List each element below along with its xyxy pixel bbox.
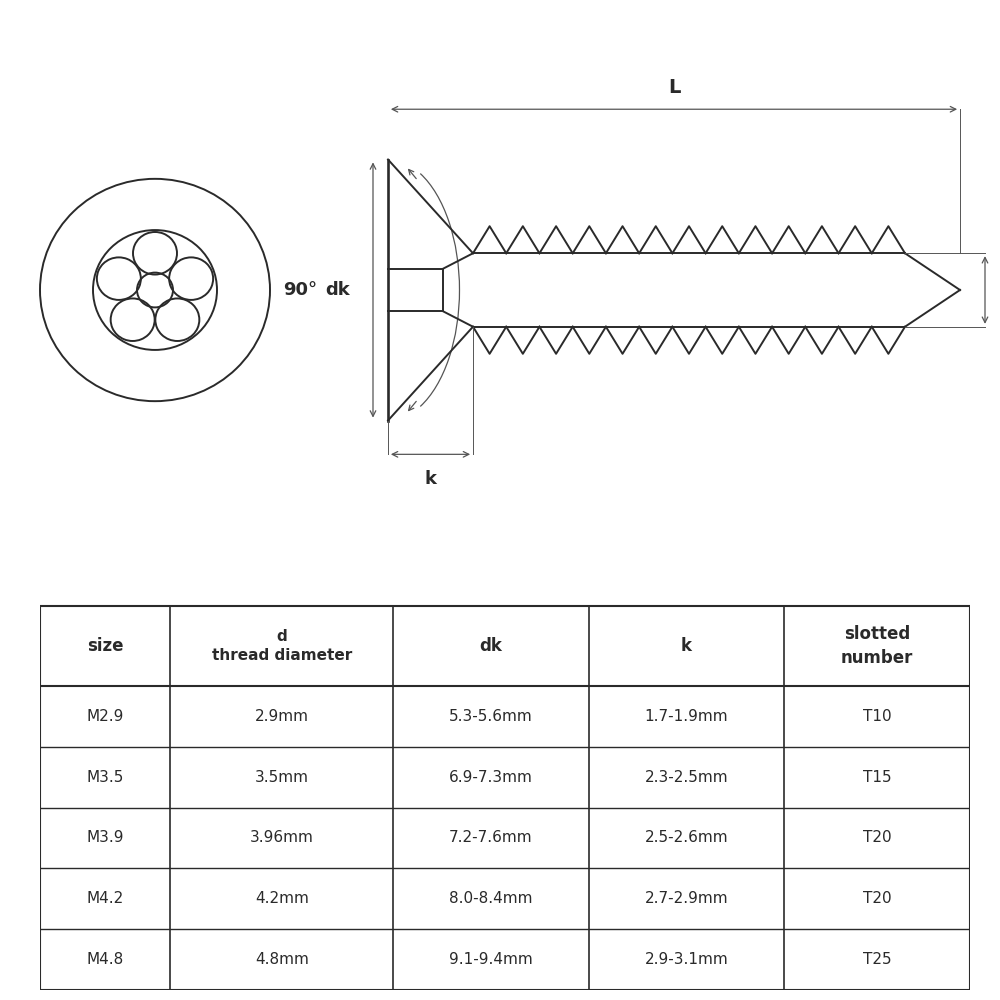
Text: dk: dk xyxy=(480,637,502,655)
Text: 4.2mm: 4.2mm xyxy=(255,891,309,906)
Text: size: size xyxy=(87,637,123,655)
Text: 3.5mm: 3.5mm xyxy=(255,770,309,785)
Text: T25: T25 xyxy=(863,952,891,967)
Text: 2.9-3.1mm: 2.9-3.1mm xyxy=(644,952,728,967)
Text: 9.1-9.4mm: 9.1-9.4mm xyxy=(449,952,533,967)
Text: 8.0-8.4mm: 8.0-8.4mm xyxy=(449,891,533,906)
Text: d
thread diameter: d thread diameter xyxy=(212,629,352,663)
Text: 6.9-7.3mm: 6.9-7.3mm xyxy=(449,770,533,785)
Text: 2.9mm: 2.9mm xyxy=(255,709,309,724)
Text: M2.9: M2.9 xyxy=(86,709,124,724)
Text: 4.8mm: 4.8mm xyxy=(255,952,309,967)
Text: T15: T15 xyxy=(863,770,891,785)
Text: T10: T10 xyxy=(863,709,891,724)
Text: k: k xyxy=(424,470,436,488)
Text: M4.8: M4.8 xyxy=(86,952,124,967)
Text: 2.7-2.9mm: 2.7-2.9mm xyxy=(645,891,728,906)
Text: slotted
number: slotted number xyxy=(841,625,913,667)
Text: dk: dk xyxy=(326,281,350,299)
Text: 2.3-2.5mm: 2.3-2.5mm xyxy=(645,770,728,785)
Text: 7.2-7.6mm: 7.2-7.6mm xyxy=(449,830,533,845)
Text: T20: T20 xyxy=(863,830,891,845)
Text: M3.9: M3.9 xyxy=(86,830,124,845)
Text: 3.96mm: 3.96mm xyxy=(250,830,314,845)
Text: T20: T20 xyxy=(863,891,891,906)
Text: L: L xyxy=(668,78,680,97)
Text: M4.2: M4.2 xyxy=(86,891,124,906)
Text: M3.5: M3.5 xyxy=(86,770,124,785)
Text: k: k xyxy=(681,637,692,655)
Text: 5.3-5.6mm: 5.3-5.6mm xyxy=(449,709,533,724)
Text: 90°: 90° xyxy=(283,281,317,299)
Text: 1.7-1.9mm: 1.7-1.9mm xyxy=(645,709,728,724)
Text: 2.5-2.6mm: 2.5-2.6mm xyxy=(645,830,728,845)
